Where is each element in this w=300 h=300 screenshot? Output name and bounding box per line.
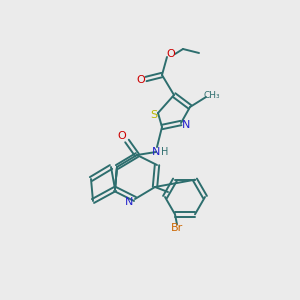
- Text: O: O: [118, 131, 126, 141]
- Text: O: O: [167, 49, 176, 59]
- Text: Br: Br: [171, 223, 183, 233]
- Text: N: N: [125, 197, 133, 207]
- Text: N: N: [182, 120, 190, 130]
- Text: O: O: [136, 75, 146, 85]
- Text: N: N: [152, 147, 160, 157]
- Text: CH₃: CH₃: [204, 91, 220, 100]
- Text: H: H: [161, 147, 169, 157]
- Text: S: S: [150, 110, 158, 120]
